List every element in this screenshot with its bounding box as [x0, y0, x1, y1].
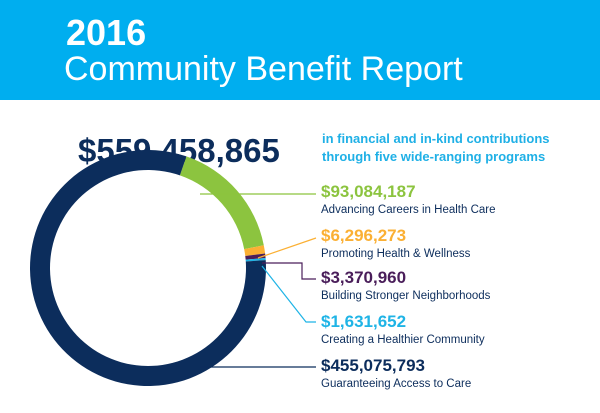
leader-line [262, 262, 316, 280]
header-banner: 2016 Community Benefit Report [0, 0, 600, 100]
report-title: Community Benefit Report [64, 50, 463, 88]
slice-value-label: $93,084,187 [321, 182, 416, 201]
legend-item: $6,296,273 Promoting Health & Wellness [321, 226, 470, 260]
slice-value-label: $455,075,793 [321, 356, 425, 375]
total-description: in financial and in-kind contributions t… [322, 130, 582, 166]
slice-category-label: Promoting Health & Wellness [321, 248, 471, 260]
slice-category-label: Advancing Careers in Health Care [321, 204, 496, 216]
description-line-2: through five wide-ranging programs [322, 149, 546, 164]
description-line-1: in financial and in-kind contributions [322, 131, 550, 146]
slice-category-label: Building Stronger Neighborhoods [321, 290, 491, 302]
donut-slice [245, 253, 266, 260]
donut-slice [245, 257, 266, 262]
leader-line [257, 237, 317, 259]
legend-item: $455,075,793 Guaranteeing Access to Care [321, 356, 471, 390]
slice-category-label: Guaranteeing Access to Care [321, 378, 472, 390]
report-year: 2016 [66, 12, 147, 53]
donut-slice [179, 156, 264, 250]
legend-item: $93,084,187 Advancing Careers in Health C… [321, 182, 496, 216]
legend-item: $3,370,960 Building Stronger Neighborhood… [321, 268, 490, 302]
slice-value-label: $3,370,960 [321, 268, 407, 287]
leader-line [261, 265, 316, 323]
slice-category-label: Creating a Healthier Community [321, 334, 485, 346]
slice-value-label: $1,631,652 [321, 312, 407, 331]
legend-item: $1,631,652 Creating a Healthier Community [321, 312, 485, 346]
slice-value-label: $6,296,273 [321, 226, 407, 245]
donut-slice [244, 245, 266, 256]
